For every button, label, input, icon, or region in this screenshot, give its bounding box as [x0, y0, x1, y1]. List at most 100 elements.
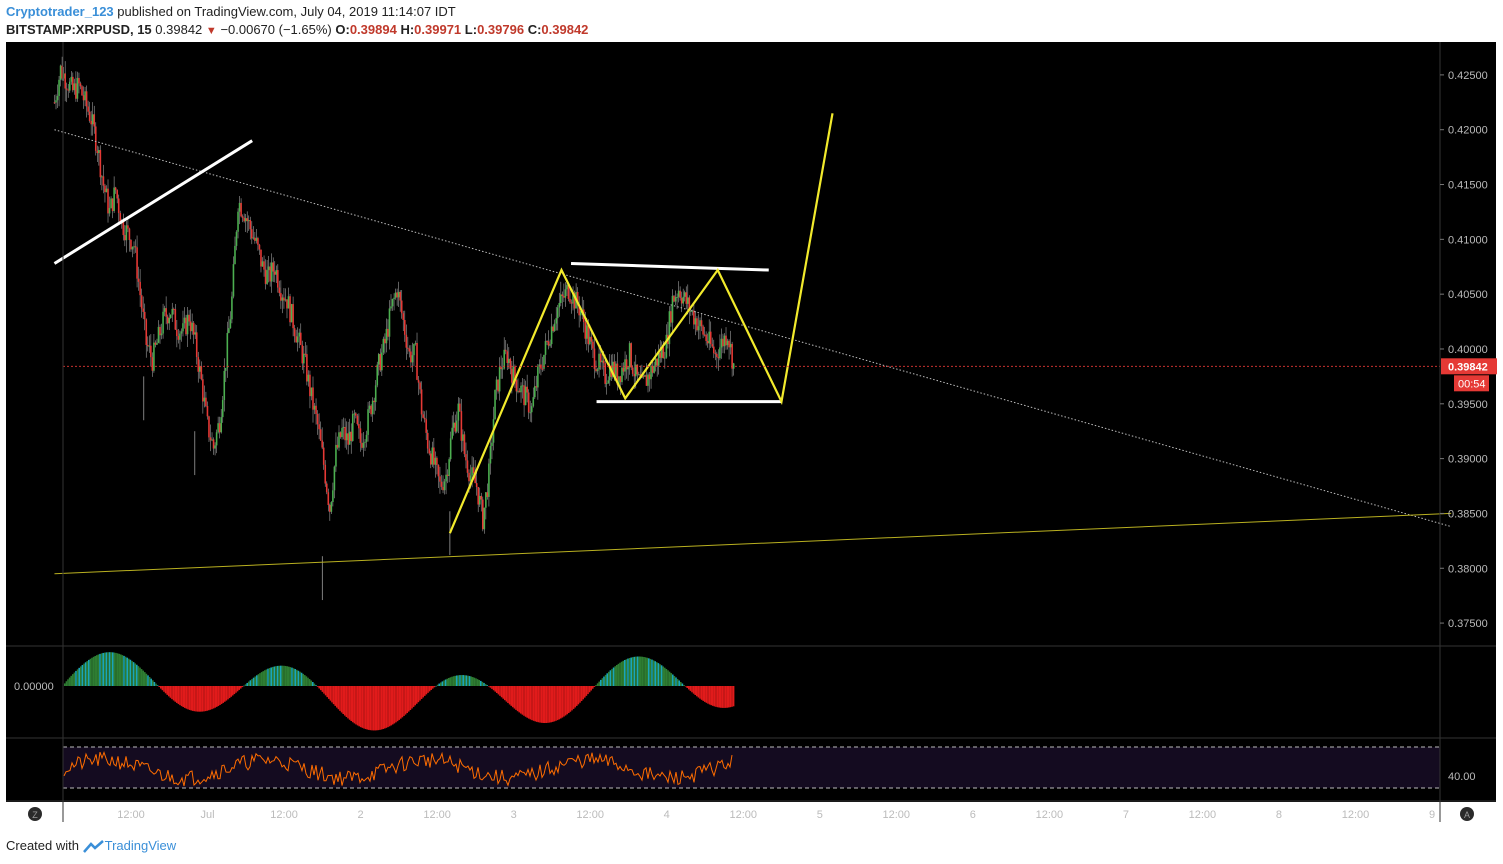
rsi-pane[interactable] [63, 746, 1440, 789]
candle-body [171, 308, 174, 315]
osc-bar [720, 686, 722, 708]
candle-body [322, 447, 325, 465]
candle-body [55, 100, 57, 103]
osc-bar [84, 662, 87, 686]
osc-bar [420, 686, 423, 699]
osc-bar [731, 686, 733, 707]
candle-body [172, 308, 175, 310]
rsi-band [63, 747, 1440, 788]
candle-body [293, 328, 296, 337]
osc-bar [244, 684, 247, 686]
osc-bar [523, 686, 525, 716]
osc-bar [432, 686, 434, 689]
y-tick-label: 0.42000 [1448, 125, 1488, 137]
osc-bar [692, 686, 695, 694]
candle-body [716, 353, 718, 357]
osc-bar [598, 681, 600, 686]
candle-body [65, 88, 68, 90]
candle-body [347, 433, 349, 445]
osc-bar [281, 665, 284, 686]
candle-body [679, 290, 681, 299]
osc-bar [267, 668, 269, 686]
candle-body [364, 441, 366, 443]
author-link[interactable]: Cryptotrader_123 [6, 4, 114, 19]
osc-bar [716, 686, 719, 708]
candle-body [277, 270, 279, 288]
osc-bar [668, 671, 671, 686]
candle-body [408, 348, 411, 352]
candle-body [286, 299, 288, 309]
candle-body [552, 326, 554, 332]
osc-bar [284, 665, 287, 686]
osc-bar [252, 677, 255, 686]
candle-body [560, 294, 562, 303]
candle-body [336, 444, 339, 448]
high-label: H: [400, 22, 415, 37]
osc-bar [348, 686, 351, 720]
tradingview-brand[interactable]: TradingView [104, 838, 177, 853]
candle-body [472, 467, 475, 474]
osc-bar [395, 686, 397, 723]
candle-body [471, 467, 473, 476]
osc-bar [640, 656, 642, 686]
candle-body [494, 389, 496, 420]
symbol-name[interactable]: BITSTAMP:XRPUSD, 15 [6, 22, 152, 37]
price-pane[interactable] [53, 56, 1452, 601]
price-chart[interactable]: 0.42500 0.42000 0.41500 0.41000 0.40500 0.400… [0, 40, 1503, 830]
osc-bar [100, 653, 103, 686]
candle-body [62, 73, 65, 79]
osc-bar [662, 666, 664, 686]
candle-body [99, 150, 102, 178]
osc-bar [724, 686, 727, 708]
osc-bar [686, 686, 688, 688]
candle-body [200, 366, 203, 380]
candle-body [460, 411, 463, 441]
candle-body [573, 292, 576, 309]
osc-bar [521, 686, 524, 715]
candle-body [374, 385, 377, 403]
osc-bar [612, 667, 615, 686]
osc-bar [283, 665, 285, 686]
y-tick-label: 0.38500 [1448, 508, 1488, 520]
candle-body [267, 266, 270, 271]
candle-body [500, 367, 502, 370]
candle-body [105, 188, 108, 193]
candle-body [503, 349, 506, 369]
osc-bar [364, 686, 367, 730]
candle-body [410, 351, 412, 363]
candle-body [511, 368, 513, 383]
candle-body [87, 106, 89, 112]
candle-body [373, 400, 375, 403]
osc-bar [259, 673, 261, 686]
candle-body [140, 295, 143, 309]
candle-body [465, 454, 467, 461]
candle-body [619, 376, 622, 383]
osc-bar [531, 686, 533, 721]
candle-body [101, 176, 103, 178]
candle-body [631, 367, 634, 374]
osc-bar [262, 671, 264, 686]
osc-bar [123, 655, 125, 686]
osc-bar [72, 674, 74, 686]
candle-body [705, 334, 707, 342]
footer: Created with TradingView [6, 838, 176, 854]
candle-body [154, 342, 157, 345]
osc-bar [118, 653, 120, 686]
osc-bar [656, 662, 658, 686]
oscillator-pane[interactable] [64, 652, 735, 731]
candle-body [287, 296, 290, 309]
candle-body [719, 347, 721, 359]
osc-bar [193, 686, 196, 712]
candle-body [162, 311, 164, 334]
osc-bar [417, 686, 420, 703]
osc-bar [248, 681, 250, 686]
candle-body [706, 341, 709, 344]
candle-body [107, 188, 109, 214]
candle-body [353, 413, 356, 415]
candle-body [534, 386, 536, 398]
tradingview-logo-icon [82, 839, 104, 853]
candle-body [324, 464, 327, 484]
osc-bar [342, 686, 344, 715]
candle-body [284, 299, 287, 301]
osc-bar [411, 686, 413, 709]
